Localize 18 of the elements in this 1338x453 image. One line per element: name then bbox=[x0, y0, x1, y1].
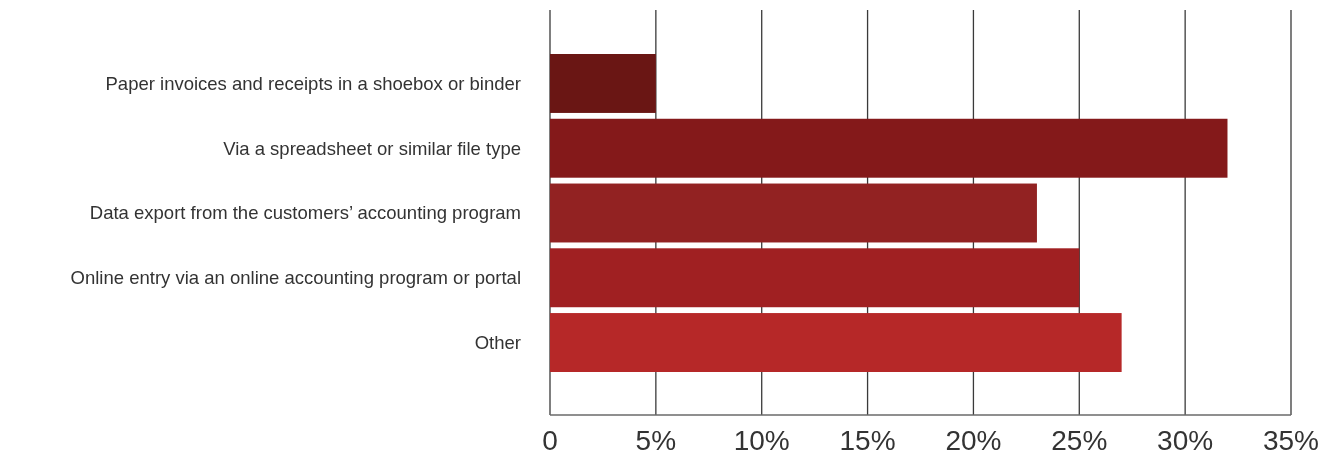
y-tick-label: Other bbox=[474, 332, 521, 354]
y-tick-label: Data export from the customers’ accounting program bbox=[89, 202, 521, 224]
x-tick-label: 5% bbox=[635, 425, 677, 453]
x-tick-label: 25% bbox=[1051, 425, 1108, 453]
bar bbox=[550, 183, 1037, 243]
x-tick-label: 0 bbox=[542, 425, 558, 453]
x-tick-label: 30% bbox=[1157, 425, 1214, 453]
bar bbox=[550, 118, 1228, 178]
x-tick-label: 35% bbox=[1262, 425, 1320, 453]
y-tick-label: Via a spreadsheet or similar file type bbox=[223, 137, 521, 159]
bar bbox=[550, 54, 656, 113]
x-tick-label: 20% bbox=[945, 425, 1002, 453]
x-tick-label: 10% bbox=[733, 425, 790, 453]
bar bbox=[550, 248, 1080, 308]
y-tick-label: Online entry via an online accounting program or portal bbox=[70, 267, 521, 289]
bar bbox=[550, 313, 1122, 372]
y-tick-label: Paper invoices and receipts in a shoebox or binder bbox=[105, 72, 521, 94]
x-tick-label: 15% bbox=[839, 425, 896, 453]
